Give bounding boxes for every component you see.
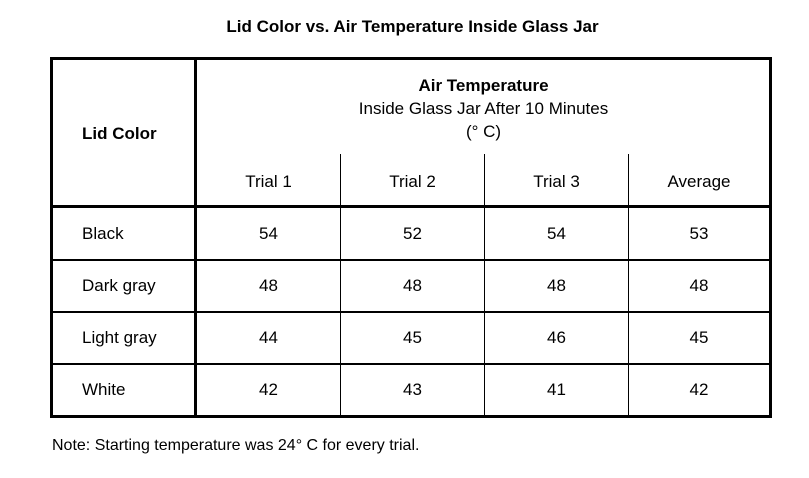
table-cell: 54 xyxy=(547,224,566,243)
column-divider xyxy=(628,154,629,418)
table-cell: 42 xyxy=(689,380,709,399)
table-cell: 42 xyxy=(259,380,278,399)
footnote-text: Starting temperature was 24° C for every… xyxy=(90,437,420,454)
column-divider xyxy=(194,57,197,418)
table-cell: 44 xyxy=(259,328,278,347)
table-title: Lid Color vs. Air Temperature Inside Gla… xyxy=(226,17,599,36)
table-cell: 48 xyxy=(689,276,709,295)
table-cell: 45 xyxy=(689,328,709,347)
table-cell: 53 xyxy=(689,224,709,243)
table-cell: 43 xyxy=(403,380,422,399)
footnote: Note: Starting temperature was 24° C for… xyxy=(52,437,419,455)
data-table xyxy=(50,57,772,418)
row-divider xyxy=(50,259,772,261)
table-cell: 45 xyxy=(403,328,422,347)
row-label-dark-gray: Dark gray xyxy=(82,276,156,295)
column-header-average: Average xyxy=(667,172,731,191)
table-cell: 41 xyxy=(547,380,566,399)
table-cell: 46 xyxy=(547,328,566,347)
table-cell: 48 xyxy=(259,276,278,295)
group-header-unit: (° C) xyxy=(465,122,502,141)
row-divider xyxy=(50,311,772,313)
row-label-black: Black xyxy=(82,224,124,243)
column-header-trial-1: Trial 1 xyxy=(245,172,292,191)
lid-color-header: Lid Color xyxy=(82,124,157,143)
header-divider xyxy=(50,205,772,208)
row-label-light-gray: Light gray xyxy=(82,328,157,347)
air-temperature-header: Air Temperature Inside Glass Jar After 1… xyxy=(195,74,772,143)
column-header-trial-2: Trial 2 xyxy=(389,172,436,191)
group-header-title: Air Temperature xyxy=(418,76,549,95)
column-divider xyxy=(484,154,485,418)
table-cell: 52 xyxy=(403,224,422,243)
row-divider xyxy=(50,363,772,365)
footnote-prefix: Note: xyxy=(52,437,91,454)
table-cell: 48 xyxy=(547,276,566,295)
group-header-subtitle: Inside Glass Jar After 10 Minutes xyxy=(358,99,609,118)
column-header-trial-3: Trial 3 xyxy=(533,172,580,191)
table-cell: 48 xyxy=(403,276,422,295)
table-cell: 54 xyxy=(259,224,278,243)
row-label-white: White xyxy=(82,380,126,399)
column-divider xyxy=(340,154,341,418)
